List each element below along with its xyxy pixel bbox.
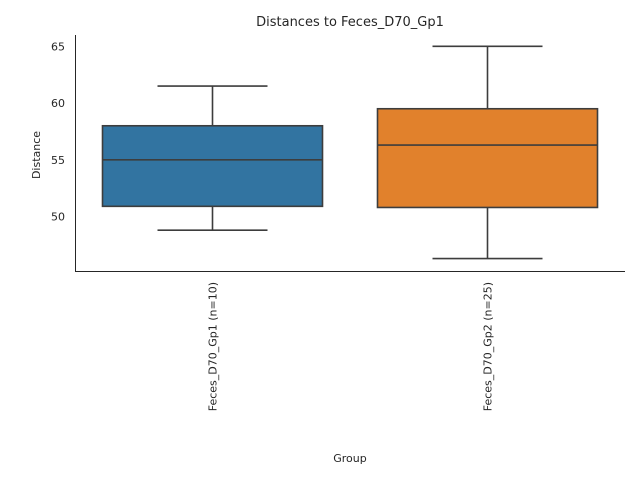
y-axis-label: Distance	[30, 131, 43, 179]
x-tick-label: Feces_D70_Gp1 (n=10)	[207, 282, 220, 411]
box-group	[101, 85, 324, 231]
box-iqr	[376, 107, 599, 209]
y-axis-ticks: 50 55 60 65	[51, 40, 65, 223]
y-tick-label: 60	[51, 97, 65, 110]
chart-title: Distances to Feces_D70_Gp1	[256, 15, 444, 30]
x-tick-label: Feces_D70_Gp2 (n=25)	[482, 282, 495, 411]
plot-area	[101, 45, 599, 260]
box-group	[376, 45, 599, 260]
x-axis-label: Group	[333, 452, 367, 465]
x-axis-ticks: Feces_D70_Gp1 (n=10) Feces_D70_Gp2 (n=25)	[207, 282, 495, 411]
y-tick-label: 55	[51, 154, 65, 167]
y-tick-label: 65	[51, 40, 65, 53]
y-tick-label: 50	[51, 211, 65, 224]
box-iqr	[101, 124, 324, 208]
